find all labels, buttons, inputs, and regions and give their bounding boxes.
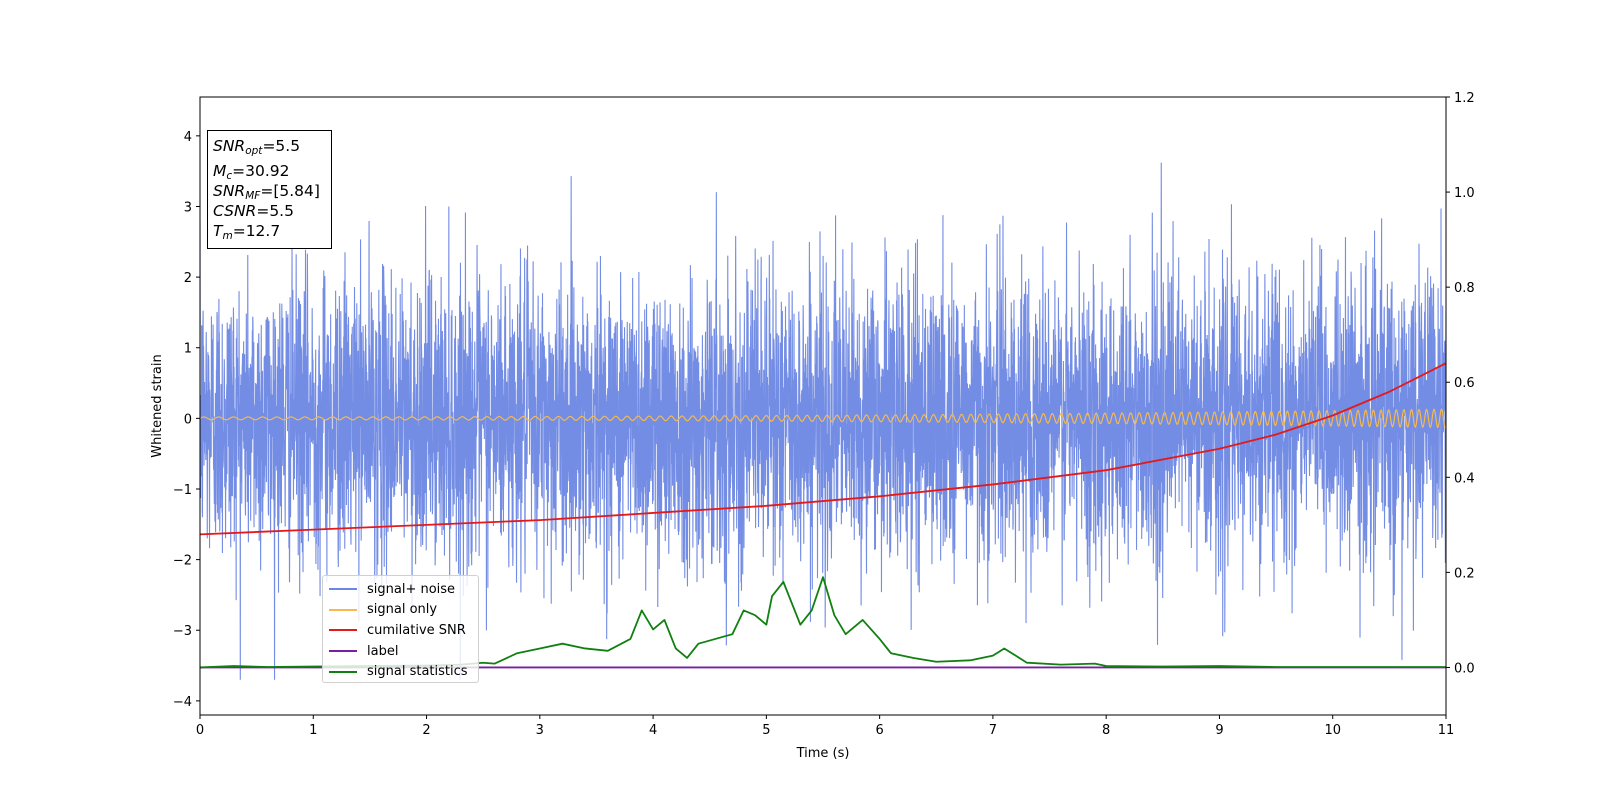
tm-value: =12.7 — [232, 222, 281, 240]
tm-row: Tm=12.7 — [213, 222, 281, 242]
y-tick-label: 0 — [184, 412, 192, 427]
x-tick-label: 6 — [875, 723, 883, 738]
mc-row: Mc=30.92 — [213, 162, 290, 182]
snr-mf-row: SNRMF=[5.84] — [213, 182, 320, 202]
y2-tick-label: 0.2 — [1454, 566, 1475, 581]
x-tick-label: 8 — [1102, 723, 1110, 738]
y-tick-label: 2 — [184, 271, 192, 286]
x-tick-label: 0 — [196, 723, 204, 738]
legend-item-signal-noise: signal+ noise — [329, 579, 472, 600]
legend-label: signal only — [367, 602, 438, 618]
y-tick-label: −3 — [173, 624, 192, 639]
x-tick-label: 11 — [1438, 723, 1455, 738]
y2-tick-label: 1.0 — [1454, 186, 1475, 201]
legend-label: cumilative SNR — [367, 622, 466, 638]
legend-item-signal-statistics: signal statistics — [329, 661, 472, 682]
series-signal-statistics — [200, 576, 1446, 669]
x-tick-label: 7 — [989, 723, 997, 738]
x-tick-label: 9 — [1215, 723, 1223, 738]
series-cumulative-snr — [200, 362, 1446, 536]
legend-label: signal+ noise — [367, 581, 456, 597]
y-tick-label: −1 — [173, 483, 192, 498]
y2-tick-label: 0.0 — [1454, 661, 1475, 676]
legend: signal+ noise signal only cumilative SNR… — [322, 575, 479, 683]
legend-swatch — [329, 608, 357, 611]
x-axis-label: Time (s) — [796, 746, 850, 761]
x-tick-label: 1 — [309, 723, 317, 738]
y-axis-label: Whitened strain — [150, 354, 165, 457]
x-tick-label: 2 — [422, 723, 430, 738]
legend-label: label — [367, 643, 399, 659]
mc-value: =30.92 — [232, 162, 290, 180]
csnr-value: =5.5 — [256, 202, 294, 220]
legend-swatch — [329, 650, 357, 653]
y-tick-label: −4 — [173, 695, 192, 710]
y2-tick-label: 0.4 — [1454, 471, 1475, 486]
series-signal-only — [200, 408, 1446, 429]
x-tick-label: 3 — [536, 723, 544, 738]
x-tick-label: 4 — [649, 723, 657, 738]
legend-swatch — [329, 670, 357, 673]
legend-item-cumulative-snr: cumilative SNR — [329, 620, 472, 641]
stats-box: SNRopt=5.5 Mc=30.92 SNRMF=[5.84] CSNR=5.… — [207, 130, 332, 249]
y-tick-label: 1 — [184, 342, 192, 357]
legend-item-signal-only: signal only — [329, 600, 472, 621]
snr-opt-value: =5.5 — [262, 137, 301, 155]
legend-item-label: label — [329, 641, 472, 662]
snr-mf-value: =[5.84] — [260, 182, 320, 200]
legend-label: signal statistics — [367, 664, 468, 680]
x-tick-label: 5 — [762, 723, 770, 738]
y-tick-label: 3 — [184, 200, 192, 215]
csnr-row: CSNR=5.5 — [213, 202, 294, 220]
y-tick-label: 4 — [184, 130, 192, 145]
legend-swatch — [329, 588, 357, 591]
snr-opt-row: SNRopt=5.5 — [213, 137, 301, 157]
y-tick-label: −2 — [173, 554, 192, 569]
series-signal-noise — [200, 162, 1446, 680]
y2-tick-label: 1.2 — [1454, 91, 1475, 106]
x-tick-label: 10 — [1324, 723, 1341, 738]
y2-tick-label: 0.6 — [1454, 376, 1475, 391]
plot-frame — [199, 96, 1447, 716]
legend-swatch — [329, 629, 357, 632]
y2-tick-label: 0.8 — [1454, 281, 1475, 296]
